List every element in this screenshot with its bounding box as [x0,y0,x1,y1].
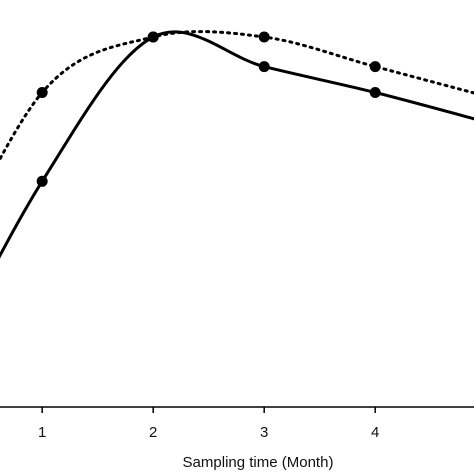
plot-area [0,30,474,259]
x-axis-label: Sampling time (Month) [183,454,334,471]
x-tick-label: 1 [38,424,46,441]
x-tick-label: 3 [260,424,268,441]
series-line [0,30,474,163]
x-tick-label: 2 [149,424,157,441]
data-point [369,87,381,98]
data-point [36,175,48,187]
data-point [147,31,159,43]
x-tick-label: 4 [371,424,379,441]
data-point [258,31,270,43]
data-point [36,87,48,98]
data-point [369,61,381,73]
series-line [0,30,474,259]
data-point [258,61,270,73]
